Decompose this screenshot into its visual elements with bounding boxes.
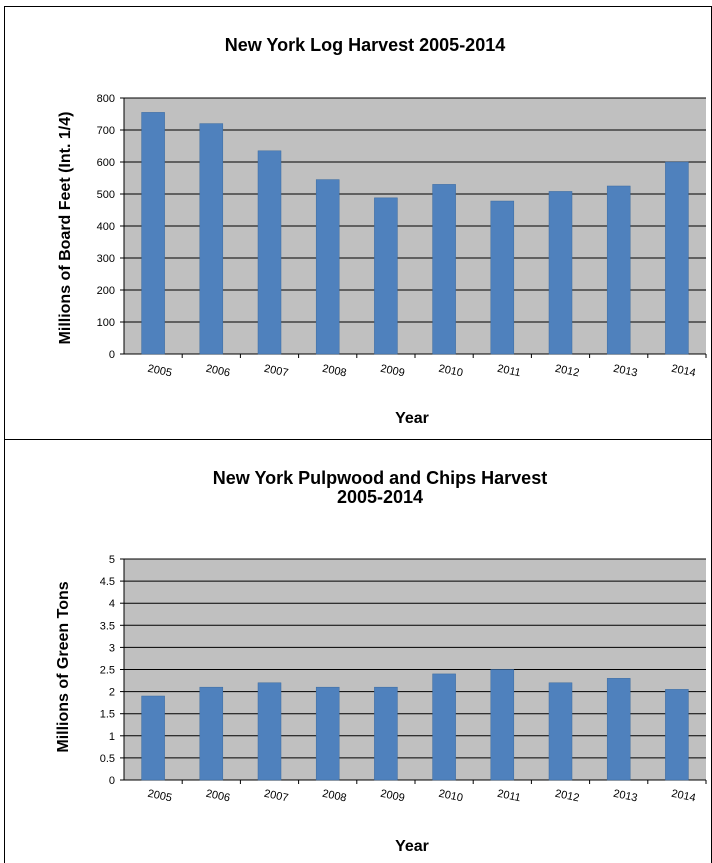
x-tick-label: 2012	[554, 363, 580, 380]
x-tick-label: 2014	[670, 363, 696, 380]
x-tick-label: 2008	[321, 363, 347, 380]
log-harvest-plot: 0 100 200 300 400 500 600 700 800 2005 2006 2007 200…	[97, 93, 707, 380]
bar	[141, 695, 165, 781]
y-tick-label: 600	[97, 157, 115, 169]
x-axis-title: Year	[395, 838, 429, 855]
bar	[199, 686, 224, 781]
x-tick-label: 2009	[379, 363, 405, 380]
x-tick-label: 2007	[263, 363, 289, 380]
x-tick-label: 2010	[438, 363, 464, 380]
y-tick-label: 1.5	[100, 709, 115, 721]
y-tick-label: 800	[97, 93, 115, 105]
bar	[665, 161, 689, 355]
x-tick-label: 2005	[147, 788, 173, 805]
x-tick-label: 2007	[263, 788, 289, 805]
y-tick-label: 3	[109, 642, 115, 654]
y-tick-label: 100	[97, 317, 115, 329]
bar	[548, 191, 573, 355]
x-tick-label: 2009	[379, 788, 405, 805]
bar	[432, 184, 456, 355]
y-tick-label: 0.5	[100, 753, 115, 765]
x-tick-label: 2014	[670, 788, 696, 805]
y-tick-label: 500	[97, 189, 115, 201]
y-axis-title: Millions of Board Feet (Int. 1/4)	[57, 112, 74, 345]
x-tick-label: 2006	[205, 363, 231, 380]
y-tick-label: 1	[109, 731, 115, 743]
x-tick-label: 2008	[321, 788, 347, 805]
y-tick-label: 2	[109, 687, 115, 699]
bar	[432, 673, 456, 781]
y-axis-title: Millions of Green Tons	[55, 581, 72, 752]
x-axis-title: Year	[395, 410, 429, 427]
bar	[257, 150, 282, 355]
y-tick-label: 2.5	[100, 665, 115, 677]
bar	[199, 123, 224, 355]
chart-title: New York Pulpwood and Chips Harvest	[213, 468, 547, 488]
bar	[141, 112, 165, 355]
x-tick-label: 2005	[147, 363, 173, 380]
y-tick-label: 400	[97, 221, 115, 233]
pulpwood-harvest-plot: 0 0.5 1 1.5 2 2.5 3 3.5 4 4.5 5 2005 2006 2007 2008 200…	[100, 554, 707, 805]
y-tick-label: 200	[97, 285, 115, 297]
x-tick-label: 2012	[554, 788, 580, 805]
y-tick-label: 0	[109, 349, 115, 361]
bar	[490, 669, 515, 781]
bar	[548, 682, 573, 781]
x-tick-label: 2010	[438, 788, 464, 805]
x-tick-label: 2011	[496, 363, 522, 380]
y-tick-label: 4.5	[100, 576, 115, 588]
bar	[490, 200, 515, 355]
x-tick-label: 2011	[496, 788, 522, 805]
bar	[665, 689, 689, 781]
bar	[257, 682, 282, 781]
y-tick-label: 4	[109, 598, 115, 610]
bar	[374, 197, 398, 355]
bar	[315, 686, 340, 781]
y-tick-label: 0	[109, 775, 115, 787]
x-tick-label: 2006	[205, 788, 231, 805]
y-tick-label: 300	[97, 253, 115, 265]
y-tick-label: 5	[109, 554, 115, 566]
chart-subtitle: 2005-2014	[337, 487, 423, 507]
y-tick-label: 3.5	[100, 620, 115, 632]
bar	[606, 185, 631, 355]
bar	[315, 179, 340, 355]
y-tick-label: 700	[97, 125, 115, 137]
chart-title: New York Log Harvest 2005-2014	[225, 35, 505, 55]
x-tick-label: 2013	[612, 363, 638, 380]
bar	[606, 678, 631, 781]
x-tick-label: 2013	[612, 788, 638, 805]
bar	[374, 686, 398, 781]
